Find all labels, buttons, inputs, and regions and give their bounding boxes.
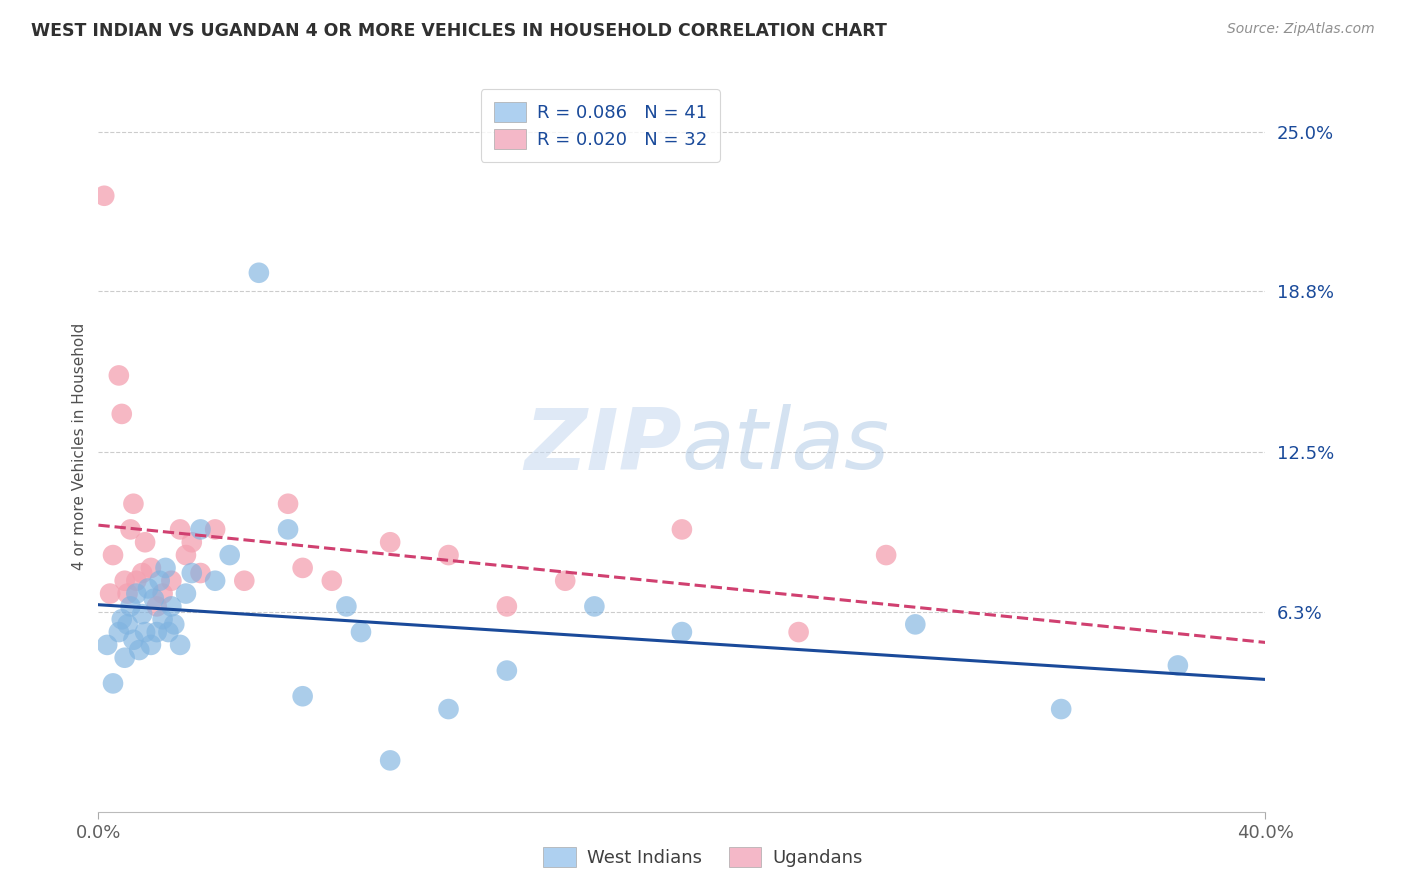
Point bbox=[437, 548, 460, 562]
Text: atlas: atlas bbox=[682, 404, 890, 488]
Point bbox=[496, 599, 519, 614]
Point bbox=[437, 702, 460, 716]
Y-axis label: 4 or more Vehicles in Household: 4 or more Vehicles in Household bbox=[72, 322, 87, 570]
Point bbox=[291, 690, 314, 704]
Point bbox=[146, 599, 169, 614]
Point bbox=[169, 523, 191, 537]
Point bbox=[131, 566, 153, 580]
Point bbox=[152, 612, 174, 626]
Point bbox=[169, 638, 191, 652]
Text: ZIP: ZIP bbox=[524, 404, 682, 488]
Legend: R = 0.086   N = 41, R = 0.020   N = 32: R = 0.086 N = 41, R = 0.020 N = 32 bbox=[481, 89, 720, 161]
Point bbox=[120, 523, 142, 537]
Point bbox=[139, 561, 162, 575]
Point bbox=[247, 266, 270, 280]
Point bbox=[204, 523, 226, 537]
Point bbox=[335, 599, 357, 614]
Point bbox=[277, 523, 299, 537]
Point bbox=[583, 599, 606, 614]
Point bbox=[291, 561, 314, 575]
Point bbox=[136, 582, 159, 596]
Point bbox=[125, 574, 148, 588]
Point bbox=[321, 574, 343, 588]
Point bbox=[108, 368, 131, 383]
Point bbox=[875, 548, 897, 562]
Point bbox=[1050, 702, 1073, 716]
Point bbox=[114, 650, 136, 665]
Point bbox=[1167, 658, 1189, 673]
Point bbox=[128, 643, 150, 657]
Point bbox=[101, 676, 124, 690]
Point bbox=[190, 523, 212, 537]
Point bbox=[122, 497, 145, 511]
Point bbox=[96, 638, 118, 652]
Point bbox=[160, 599, 183, 614]
Point bbox=[277, 497, 299, 511]
Legend: West Indians, Ugandans: West Indians, Ugandans bbox=[536, 839, 870, 874]
Point bbox=[190, 566, 212, 580]
Point bbox=[218, 548, 240, 562]
Point bbox=[152, 586, 174, 600]
Point bbox=[174, 548, 197, 562]
Point bbox=[101, 548, 124, 562]
Point bbox=[163, 617, 186, 632]
Text: WEST INDIAN VS UGANDAN 4 OR MORE VEHICLES IN HOUSEHOLD CORRELATION CHART: WEST INDIAN VS UGANDAN 4 OR MORE VEHICLE… bbox=[31, 22, 887, 40]
Point bbox=[146, 625, 169, 640]
Point bbox=[174, 586, 197, 600]
Point bbox=[131, 607, 153, 621]
Point bbox=[904, 617, 927, 632]
Point bbox=[160, 574, 183, 588]
Point bbox=[554, 574, 576, 588]
Text: Source: ZipAtlas.com: Source: ZipAtlas.com bbox=[1227, 22, 1375, 37]
Point bbox=[180, 535, 202, 549]
Point bbox=[380, 535, 402, 549]
Point bbox=[180, 566, 202, 580]
Point bbox=[139, 638, 162, 652]
Point bbox=[111, 612, 134, 626]
Point bbox=[380, 753, 402, 767]
Point bbox=[233, 574, 256, 588]
Point bbox=[142, 591, 165, 606]
Point bbox=[155, 561, 177, 575]
Point bbox=[111, 407, 134, 421]
Point bbox=[125, 586, 148, 600]
Point bbox=[671, 625, 693, 640]
Point bbox=[157, 625, 180, 640]
Point bbox=[98, 586, 121, 600]
Point bbox=[117, 586, 139, 600]
Point bbox=[149, 574, 172, 588]
Point bbox=[108, 625, 131, 640]
Point bbox=[117, 617, 139, 632]
Point bbox=[204, 574, 226, 588]
Point bbox=[122, 632, 145, 647]
Point bbox=[496, 664, 519, 678]
Point bbox=[671, 523, 693, 537]
Point bbox=[350, 625, 373, 640]
Point bbox=[787, 625, 810, 640]
Point bbox=[134, 625, 156, 640]
Point bbox=[93, 188, 115, 202]
Point bbox=[134, 535, 156, 549]
Point bbox=[120, 599, 142, 614]
Point bbox=[114, 574, 136, 588]
